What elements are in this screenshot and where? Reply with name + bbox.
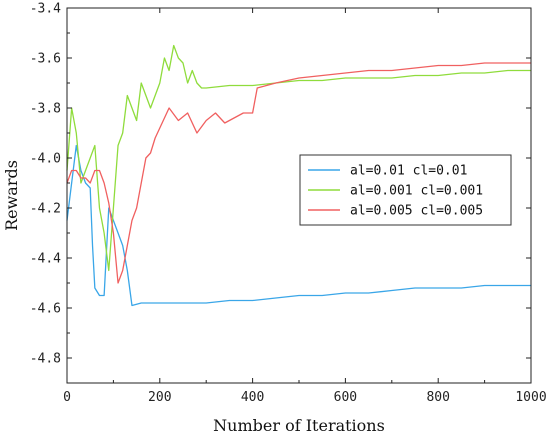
y-tick-label: -4.0 xyxy=(30,152,61,167)
legend: al=0.01 cl=0.01 al=0.001 cl=0.001 al=0.005… xyxy=(299,154,512,226)
y-tick-label: -4.4 xyxy=(30,252,61,267)
y-tick-label: -3.4 xyxy=(30,2,61,17)
x-tick-label: 1000 xyxy=(515,390,546,405)
ticks-layer: 0 200 400 600 800 1000 -4.8 -4.6 -4.4 -4.2 -4.0 -3.… xyxy=(30,2,547,406)
y-axis-title: Rewards xyxy=(2,160,21,231)
y-tick-label: -4.6 xyxy=(30,302,61,317)
x-tick-label: 400 xyxy=(241,390,264,405)
legend-label-2: al=0.001 cl=0.001 xyxy=(350,184,483,199)
legend-label-1: al=0.01 cl=0.01 xyxy=(350,164,467,179)
series-layer xyxy=(66,44,531,307)
series-line-3 xyxy=(66,62,531,284)
x-tick-label: 800 xyxy=(426,390,449,405)
x-tick-label: 200 xyxy=(148,390,171,405)
x-tick-label: 0 xyxy=(63,390,71,405)
y-tick-label: -4.2 xyxy=(30,202,61,217)
series-line-2 xyxy=(66,44,531,272)
y-tick-label: -3.6 xyxy=(30,52,61,67)
y-tick-label: -4.8 xyxy=(30,352,61,367)
x-tick-label: 600 xyxy=(334,390,357,405)
legend-label-3: al=0.005 cl=0.005 xyxy=(350,204,483,219)
x-axis-title: Number of Iterations xyxy=(213,416,385,435)
series-line-1 xyxy=(66,144,531,307)
y-tick-label: -3.8 xyxy=(30,102,61,117)
